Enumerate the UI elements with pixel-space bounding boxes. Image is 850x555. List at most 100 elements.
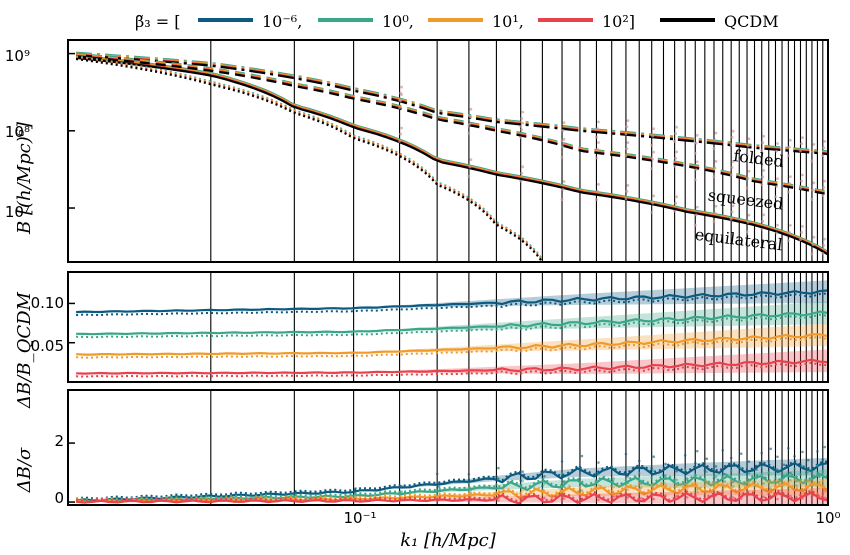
scatter-point	[624, 197, 628, 201]
scatter-point	[776, 177, 779, 181]
scatter-point	[521, 488, 524, 492]
scatter-point	[776, 223, 779, 227]
scatter-point	[787, 230, 791, 234]
top-y-axis-label: B [(h/Mpc)⁶]	[14, 121, 35, 235]
scatter-point	[597, 472, 600, 476]
scatter-point	[612, 477, 616, 480]
scatter-point	[673, 496, 676, 500]
scatter-point	[786, 190, 790, 194]
scatter-point	[821, 458, 825, 462]
panel-middle	[67, 271, 829, 383]
scatter-point	[801, 136, 804, 139]
scatter-point	[612, 485, 616, 489]
legend-entry-2: 10⁰,	[318, 12, 414, 31]
scatter-point	[806, 492, 810, 496]
scatter-point	[674, 156, 678, 160]
scatter-point	[664, 482, 667, 486]
scatter-point	[786, 154, 790, 158]
scatter-point	[714, 204, 718, 208]
scatter-point	[354, 492, 357, 495]
scatter-point	[762, 495, 766, 499]
scatter-point	[675, 485, 678, 488]
scatter-point	[821, 479, 825, 483]
scatter-point	[767, 493, 771, 496]
scatter-point	[521, 470, 524, 473]
scatter-point	[795, 495, 798, 499]
panel-frame	[67, 389, 829, 506]
scatter-point	[674, 201, 678, 205]
scatter-point	[468, 122, 472, 126]
scatter-point	[662, 495, 665, 499]
scatter-point	[731, 496, 735, 499]
scatter-point	[762, 482, 766, 485]
scatter-point	[799, 238, 802, 242]
scatter-point	[737, 482, 741, 486]
scatter-point	[624, 132, 628, 136]
panel-frame	[67, 39, 829, 263]
scatter-point	[729, 143, 733, 146]
scatter-point	[760, 497, 764, 500]
scatter-point	[519, 491, 522, 495]
scatter-point	[745, 494, 749, 498]
scatter-point	[683, 497, 687, 501]
scatter-point	[774, 241, 777, 245]
scatter-point	[519, 479, 522, 483]
scatter-point	[673, 140, 677, 143]
scatter-point	[596, 147, 599, 151]
uncertainty-band	[76, 280, 829, 313]
scatter-point	[806, 458, 810, 462]
scatter-point	[821, 194, 825, 197]
series-line-dotted	[76, 336, 829, 359]
scatter-point	[662, 474, 665, 477]
scatter-point	[774, 160, 777, 163]
scatter-point	[652, 127, 656, 131]
scatter-point	[580, 454, 584, 458]
scatter-point	[762, 213, 766, 217]
scatter-point	[467, 490, 471, 494]
scatter-point	[626, 119, 630, 123]
scatter-point	[596, 189, 599, 193]
scatter-point	[637, 471, 641, 475]
scatter-point	[818, 475, 821, 479]
scatter-point	[767, 471, 771, 474]
scatter-point	[399, 132, 402, 136]
scatter-point	[651, 201, 655, 205]
scatter-point	[673, 489, 676, 493]
panel-bottom	[67, 389, 829, 506]
scatter-point	[762, 169, 766, 172]
scatter-point	[745, 186, 749, 190]
scatter-point	[400, 490, 403, 493]
scatter-point	[823, 179, 827, 183]
scatter-point	[560, 139, 564, 143]
scatter-point	[399, 99, 402, 102]
middle-y-tick-1: 0.10	[31, 294, 64, 312]
scatter-point	[398, 499, 401, 502]
panels	[67, 39, 829, 506]
scatter-point	[693, 493, 697, 497]
scatter-point	[495, 491, 498, 494]
scatter-point	[760, 149, 764, 152]
bispectrum-curve	[75, 56, 829, 256]
scatter-point	[543, 489, 546, 493]
scatter-point	[695, 496, 699, 500]
scatter-point	[650, 167, 654, 171]
scatter-point	[747, 493, 751, 496]
scatter-point	[398, 140, 401, 143]
scatter-point	[652, 194, 656, 198]
scatter-point	[721, 496, 725, 500]
scatter-point	[818, 495, 821, 498]
scatter-point	[685, 495, 689, 499]
scatter-point	[651, 158, 655, 161]
panel-top	[67, 39, 829, 263]
scatter-point	[787, 490, 790, 494]
bispectrum-curve	[75, 57, 544, 263]
scatter-point	[650, 476, 654, 480]
scatter-point	[795, 488, 798, 492]
scatter-point	[435, 472, 439, 476]
scatter-point	[664, 473, 667, 477]
bispectrum-curve	[76, 55, 829, 196]
scatter-point	[821, 469, 825, 473]
scatter-point	[435, 499, 439, 502]
scatter-point	[787, 145, 791, 149]
scatter-point	[782, 473, 786, 477]
